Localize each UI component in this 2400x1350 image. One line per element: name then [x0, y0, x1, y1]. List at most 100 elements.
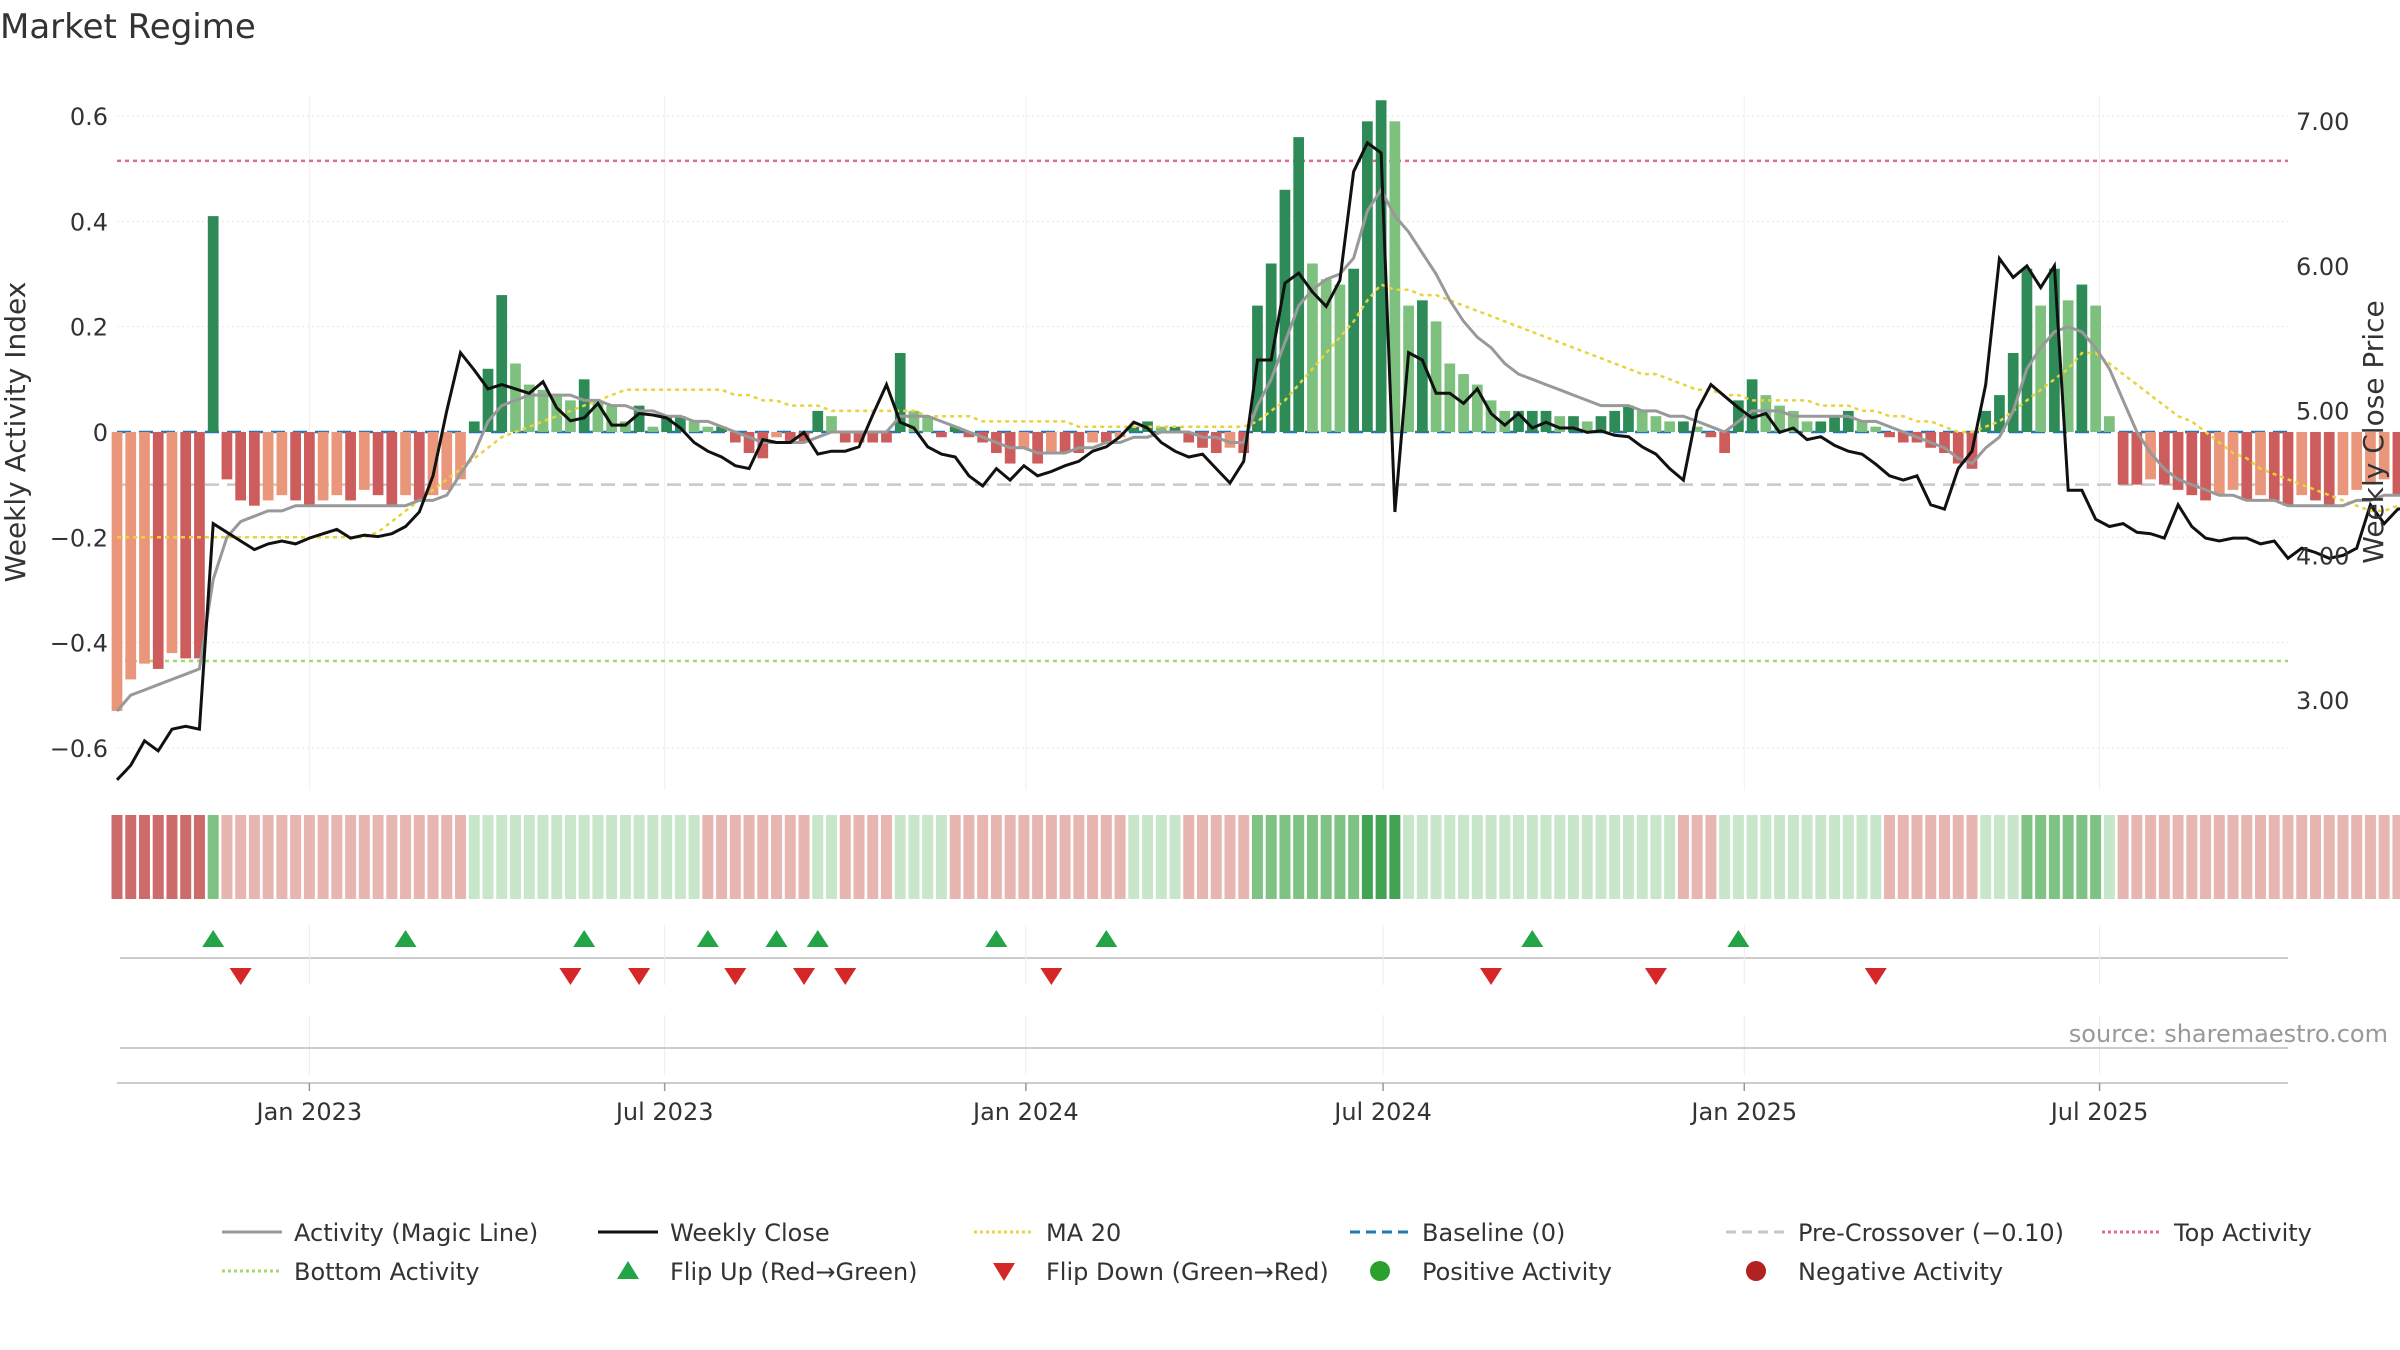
reference-lines — [117, 159, 2288, 663]
activity-bar — [1362, 121, 1373, 432]
regime-cell — [1018, 815, 1030, 899]
activity-bar — [743, 431, 755, 454]
activity-bar — [1994, 395, 2005, 432]
regime-cell — [1100, 815, 1112, 899]
regime-cell — [2062, 815, 2074, 899]
regime-cell — [290, 815, 302, 899]
y2-tick-label: 6.00 — [2296, 253, 2349, 281]
activity-bar — [1664, 421, 1676, 432]
activity-bar — [1197, 431, 1208, 448]
activity-bar — [1416, 300, 1428, 432]
regime-cell — [2392, 815, 2400, 899]
regime-cell — [1224, 815, 1236, 899]
regime-cell — [1870, 815, 1882, 899]
regime-cell — [1416, 815, 1428, 899]
activity-bar — [345, 431, 356, 501]
regime-cell — [1499, 815, 1511, 899]
activity-bar — [633, 405, 645, 432]
axes: Weekly Activity Index Weekly Close Price… — [0, 103, 2390, 763]
regime-cell — [2131, 815, 2143, 899]
regime-cell — [1471, 815, 1483, 899]
activity-bar — [2145, 431, 2156, 480]
activity-bar — [908, 410, 920, 432]
legend-item: Activity (Magic Line) — [222, 1219, 538, 1247]
activity-bar — [2158, 431, 2170, 485]
regime-cell — [1787, 815, 1799, 899]
regime-cell — [1197, 815, 1208, 899]
regime-cell — [2296, 815, 2308, 899]
regime-cell — [1004, 815, 1016, 899]
legend-item: Negative Activity — [1746, 1258, 2003, 1286]
regime-cell — [564, 815, 576, 899]
regime-cell — [2145, 815, 2157, 899]
activity-bar — [1719, 431, 1730, 454]
activity-bar — [2035, 305, 2047, 432]
activity-bar — [661, 416, 672, 432]
activity-bar — [1128, 426, 1140, 432]
regime-cell — [1677, 815, 1689, 899]
activity-bar — [1265, 263, 1277, 432]
regime-cell — [1348, 815, 1360, 899]
y-tick-label: 0.2 — [70, 314, 108, 342]
regime-cell — [166, 815, 178, 899]
activity-bar — [675, 416, 686, 432]
regime-cell — [1650, 815, 1662, 899]
flip-down-marker — [724, 968, 747, 985]
flip-down-marker — [628, 968, 651, 985]
activity-bar — [1829, 416, 1840, 432]
regime-cell — [427, 815, 439, 899]
activity-bar — [180, 431, 192, 659]
regime-cell — [963, 815, 975, 899]
activity-bar — [771, 431, 782, 438]
regime-cell — [1567, 815, 1579, 899]
activity-bar — [1155, 426, 1167, 432]
regime-cell — [1320, 815, 1332, 899]
activity-bar — [1581, 421, 1593, 432]
activity-bar — [1307, 263, 1318, 432]
flip-down-marker — [559, 968, 582, 985]
activity-bar — [1774, 405, 1785, 432]
regime-cell — [674, 815, 686, 899]
regime-cell — [262, 815, 274, 899]
legend-item: Flip Up (Red→Green) — [617, 1258, 918, 1286]
regime-cell — [221, 815, 233, 899]
activity-bar — [372, 431, 384, 496]
regime-cell — [1719, 815, 1731, 899]
y-tick-label: −0.4 — [50, 630, 108, 658]
regime-cell — [1938, 815, 1950, 899]
regime-cell — [1801, 815, 1813, 899]
activity-magic-line — [115, 186, 2400, 712]
activity-bar — [1787, 410, 1799, 432]
regime-cell — [2186, 815, 2198, 899]
regime-cell — [2076, 815, 2088, 899]
regime-cell — [1183, 815, 1195, 899]
regime-cell — [1815, 815, 1827, 899]
activity-bar — [276, 431, 288, 496]
flip-down-marker — [834, 968, 857, 985]
regime-cell — [743, 815, 755, 899]
activity-bar — [1650, 416, 1662, 432]
activity-bar — [936, 431, 947, 438]
regime-cell — [1609, 815, 1621, 899]
regime-cell — [2282, 815, 2294, 899]
regime-cell — [2268, 815, 2280, 899]
activity-bar — [1856, 421, 1868, 432]
activity-bar — [647, 426, 659, 432]
activity-bar — [2172, 431, 2184, 490]
x-tick-label: Jul 2023 — [614, 1098, 714, 1126]
regime-cell — [1458, 815, 1470, 899]
regime-cell — [2090, 815, 2102, 899]
regime-cell — [1169, 815, 1181, 899]
regime-cell — [193, 815, 205, 899]
activity-bar — [1980, 410, 1992, 432]
activity-bar — [455, 431, 466, 480]
regime-cell — [537, 815, 549, 899]
activity-bar — [1100, 431, 1112, 443]
activity-bar — [620, 421, 631, 432]
regime-cell — [1265, 815, 1277, 899]
x-tick-label: Jul 2024 — [1332, 1098, 1432, 1126]
regime-cell — [935, 815, 947, 899]
regime-cell — [1375, 815, 1387, 899]
regime-cell — [1540, 815, 1552, 899]
activity-bar — [249, 431, 260, 506]
